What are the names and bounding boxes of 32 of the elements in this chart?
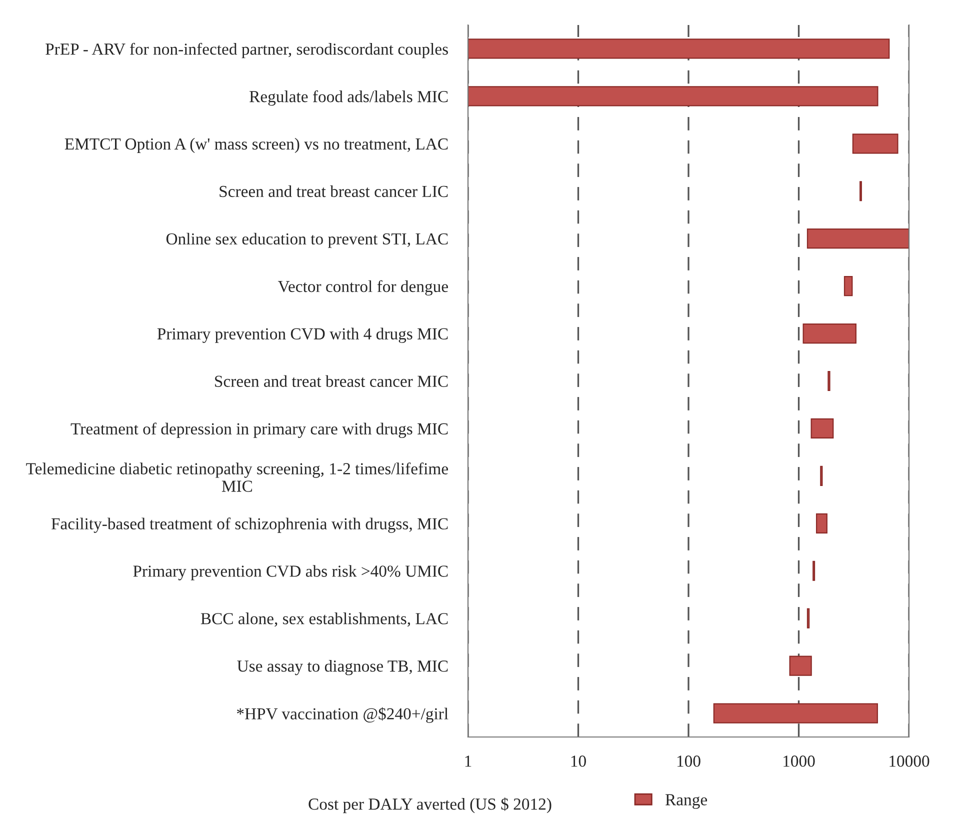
- x-tick-label: 10: [571, 756, 586, 767]
- x-axis-title: Cost per DALY averted (US $ 2012): [308, 798, 552, 814]
- bar: [852, 134, 898, 154]
- y-tick-label: PrEP - ARV for non-infected partner, serodiscordant couples: [46, 42, 448, 58]
- bar: [816, 513, 828, 534]
- y-tick-label: Telemedicine diabetic retinopathy screening, 1-2 times/lifefime MIC: [26, 462, 448, 492]
- bar: [468, 86, 878, 106]
- x-tick-label: 1000: [784, 756, 815, 767]
- y-tick-label: Regulate food ads/labels MIC: [250, 90, 448, 106]
- bar: [789, 656, 812, 676]
- bar: [713, 703, 878, 724]
- y-tick-label: Screen and treat breast cancer MIC: [215, 375, 448, 387]
- x-tick-label: 1: [465, 756, 472, 767]
- y-tick-label: Primary prevention CVD with 4 drugs MIC: [157, 328, 448, 343]
- y-tick-label: Primary prevention CVD abs risk >40% UMIC: [133, 565, 448, 580]
- y-tick-label: Treatment of depression in primary care with drugs MIC: [70, 422, 448, 438]
- y-tick-label: Online sex education to prevent STI, LAC: [166, 232, 448, 248]
- y-tick-label: Vector control for dengue: [278, 280, 448, 296]
- legend-label: Range: [665, 794, 707, 809]
- y-tick-label: EMTCT Option A (w' mass screen) vs no treatment, LAC: [64, 138, 448, 153]
- x-tick-label: 100: [677, 756, 700, 767]
- y-tick-label: BCC alone, sex establishments, LAC: [200, 612, 448, 627]
- y-tick-label: Facility-based treatment of schizophrenia with drugss, MIC: [51, 518, 448, 533]
- bar: [468, 38, 890, 59]
- y-tick-label: Use assay to diagnose TB, MIC: [237, 660, 448, 676]
- bar: [802, 323, 856, 344]
- y-tick-label: *HPV vaccination @$240+/girl: [236, 707, 448, 723]
- bar: [806, 228, 909, 249]
- bar: [810, 418, 834, 439]
- x-tick-label: 10000: [890, 756, 930, 767]
- bar: [844, 276, 853, 296]
- y-tick-label: Screen and treat breast cancer LIC: [220, 185, 448, 198]
